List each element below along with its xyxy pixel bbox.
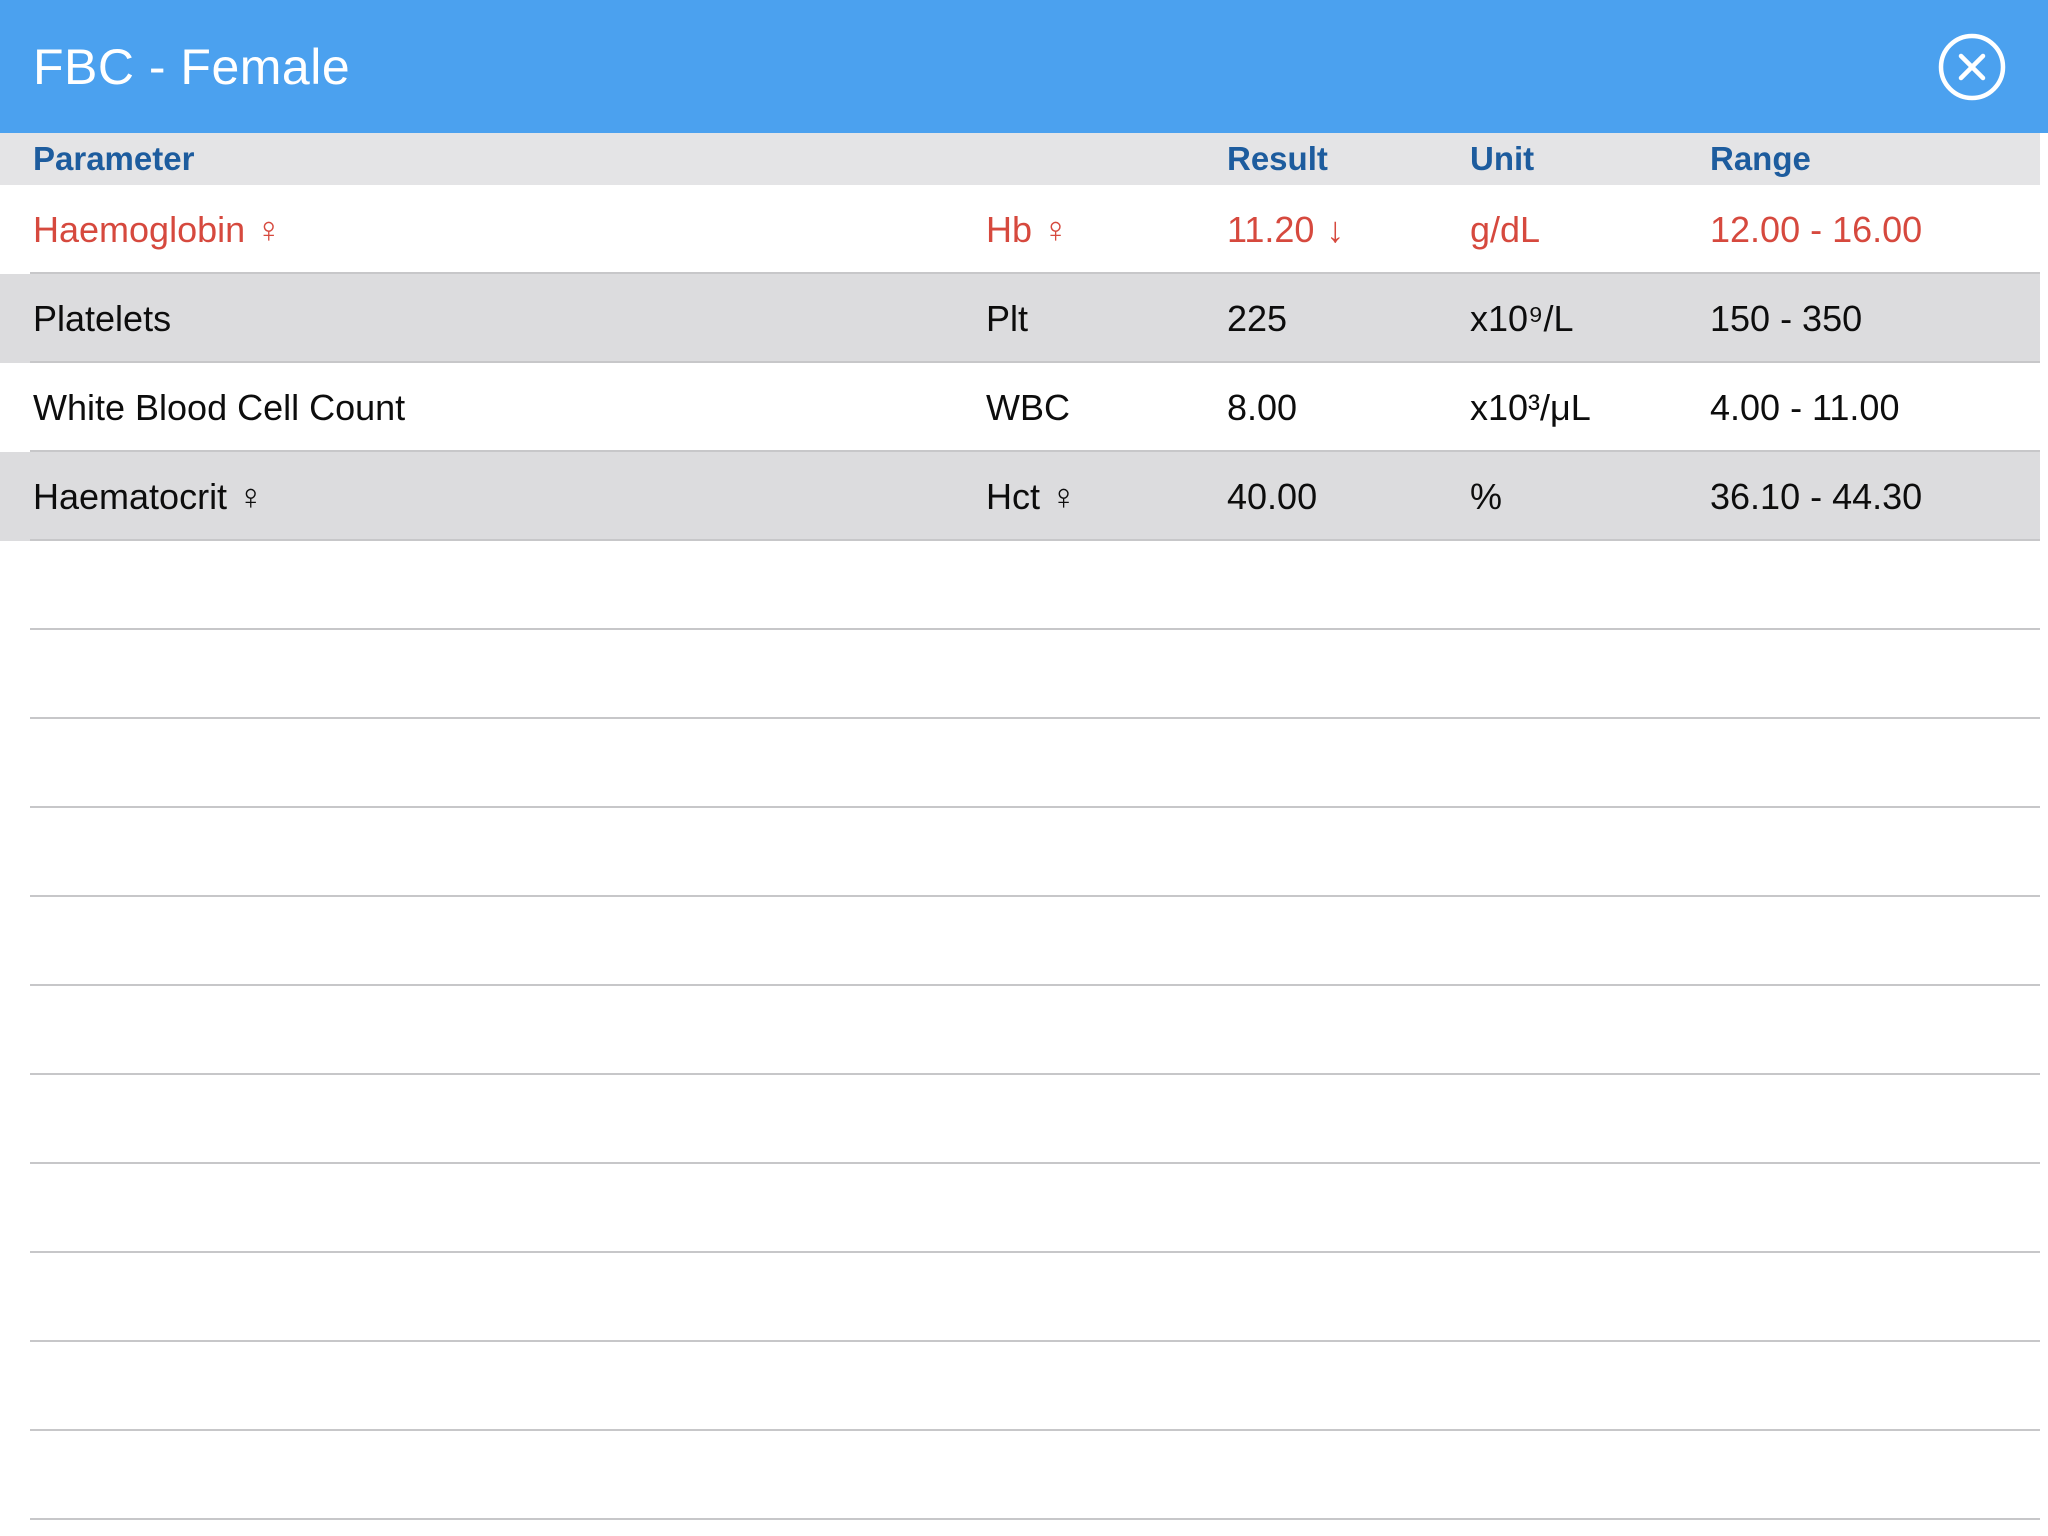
column-header-range: Range — [1710, 140, 1811, 177]
empty-rows — [0, 541, 2040, 1520]
column-header-result: Result — [1227, 140, 1328, 177]
column-header-unit: Unit — [1470, 140, 1535, 177]
result-value: 11.20 ↓ — [1227, 208, 1345, 250]
table-row-wbc: White Blood Cell Count WBC 8.00 x10³/μL … — [0, 363, 2040, 452]
parameter-abbrev: WBC — [986, 386, 1070, 428]
parameter-name: Haemoglobin ♀ — [33, 208, 283, 250]
close-button[interactable] — [1936, 31, 2008, 103]
range-value: 36.10 - 44.30 — [1710, 475, 1923, 517]
empty-row — [0, 1164, 2040, 1253]
empty-row — [0, 541, 2040, 630]
empty-row — [0, 719, 2040, 808]
female-icon: ♀ — [1042, 208, 1070, 250]
unit-value: x10³/μL — [1470, 386, 1591, 428]
column-header-parameter: Parameter — [33, 140, 195, 177]
range-value: 4.00 - 11.00 — [1710, 386, 1900, 428]
parameter-name: Platelets — [33, 297, 172, 339]
parameter-name: Haematocrit ♀ — [33, 475, 265, 517]
table-row-haematocrit: Haematocrit ♀ Hct ♀ 40.00 % 36.10 - 44.30 — [0, 452, 2040, 541]
empty-row — [0, 1431, 2040, 1520]
result-value: 225 — [1227, 297, 1288, 339]
empty-row — [0, 986, 2040, 1075]
female-icon: ♀ — [237, 475, 265, 517]
empty-row — [0, 630, 2040, 719]
low-arrow-icon: ↓ — [1326, 208, 1345, 250]
empty-row — [0, 1342, 2040, 1431]
empty-row — [0, 1075, 2040, 1164]
parameter-name: White Blood Cell Count — [33, 386, 406, 428]
close-circle-icon — [1937, 32, 2007, 102]
range-value: 12.00 - 16.00 — [1710, 208, 1923, 250]
parameter-abbrev: Hct ♀ — [986, 475, 1077, 517]
table-row-haemoglobin: Haemoglobin ♀ Hb ♀ 11.20 ↓ g/dL 12.00 - 16.… — [0, 185, 2040, 274]
unit-value: % — [1470, 475, 1503, 517]
title-bar: FBC - Female — [0, 0, 2048, 133]
results-table: Parameter Result Unit Range Haemoglobin ♀… — [0, 133, 2048, 1520]
unit-value: g/dL — [1470, 208, 1541, 250]
unit-value: x10⁹/L — [1470, 297, 1574, 339]
female-icon: ♀ — [1050, 475, 1077, 517]
empty-row — [0, 897, 2040, 986]
result-value: 40.00 — [1227, 475, 1318, 517]
parameter-abbrev: Plt — [986, 297, 1029, 339]
page-title: FBC - Female — [33, 38, 351, 95]
empty-row — [0, 808, 2040, 897]
parameter-abbrev: Hb ♀ — [986, 208, 1070, 250]
table-row-platelets: Platelets Plt 225 x10⁹/L 150 - 350 — [0, 274, 2040, 363]
empty-row — [0, 1253, 2040, 1342]
table-header: Parameter Result Unit Range — [0, 133, 2040, 185]
range-value: 150 - 350 — [1710, 297, 1863, 339]
result-value: 8.00 — [1227, 386, 1298, 428]
female-icon: ♀ — [255, 208, 283, 250]
